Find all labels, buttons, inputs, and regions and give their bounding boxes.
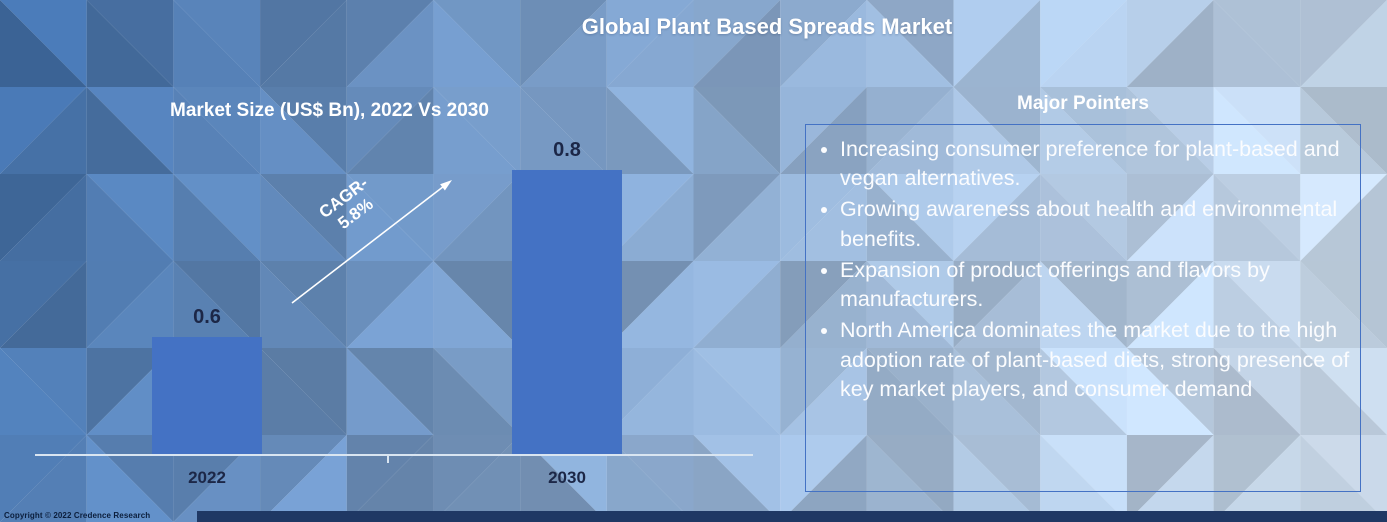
pointers-heading: Major Pointers <box>1017 93 1149 114</box>
pointers-list: Increasing consumer preference for plant… <box>806 135 1360 404</box>
bar-value-2022: 0.6 <box>193 306 221 328</box>
bar-2022 <box>152 337 262 455</box>
x-label-2022: 2022 <box>188 468 226 487</box>
chart-title: Market Size (US$ Bn), 2022 Vs 2030 <box>170 100 489 121</box>
copyright-notice: Copyright © 2022 Credence Research <box>4 511 151 520</box>
page-title: Global Plant Based Spreads Market <box>581 14 953 39</box>
bar-2030 <box>512 170 622 455</box>
bottom-accent-bar <box>197 511 1387 522</box>
x-axis-line <box>35 454 753 456</box>
bar-value-2030: 0.8 <box>553 139 581 161</box>
pointers-box: Increasing consumer preference for plant… <box>805 124 1361 492</box>
x-axis-tick <box>387 454 389 463</box>
pointer-item: Expansion of product offerings and flavo… <box>840 256 1350 314</box>
pointer-item: Growing awareness about health and envir… <box>840 195 1350 253</box>
pointer-item: Increasing consumer preference for plant… <box>840 135 1350 193</box>
x-label-2030: 2030 <box>548 468 586 487</box>
pointer-item: North America dominates the market due t… <box>840 316 1350 404</box>
